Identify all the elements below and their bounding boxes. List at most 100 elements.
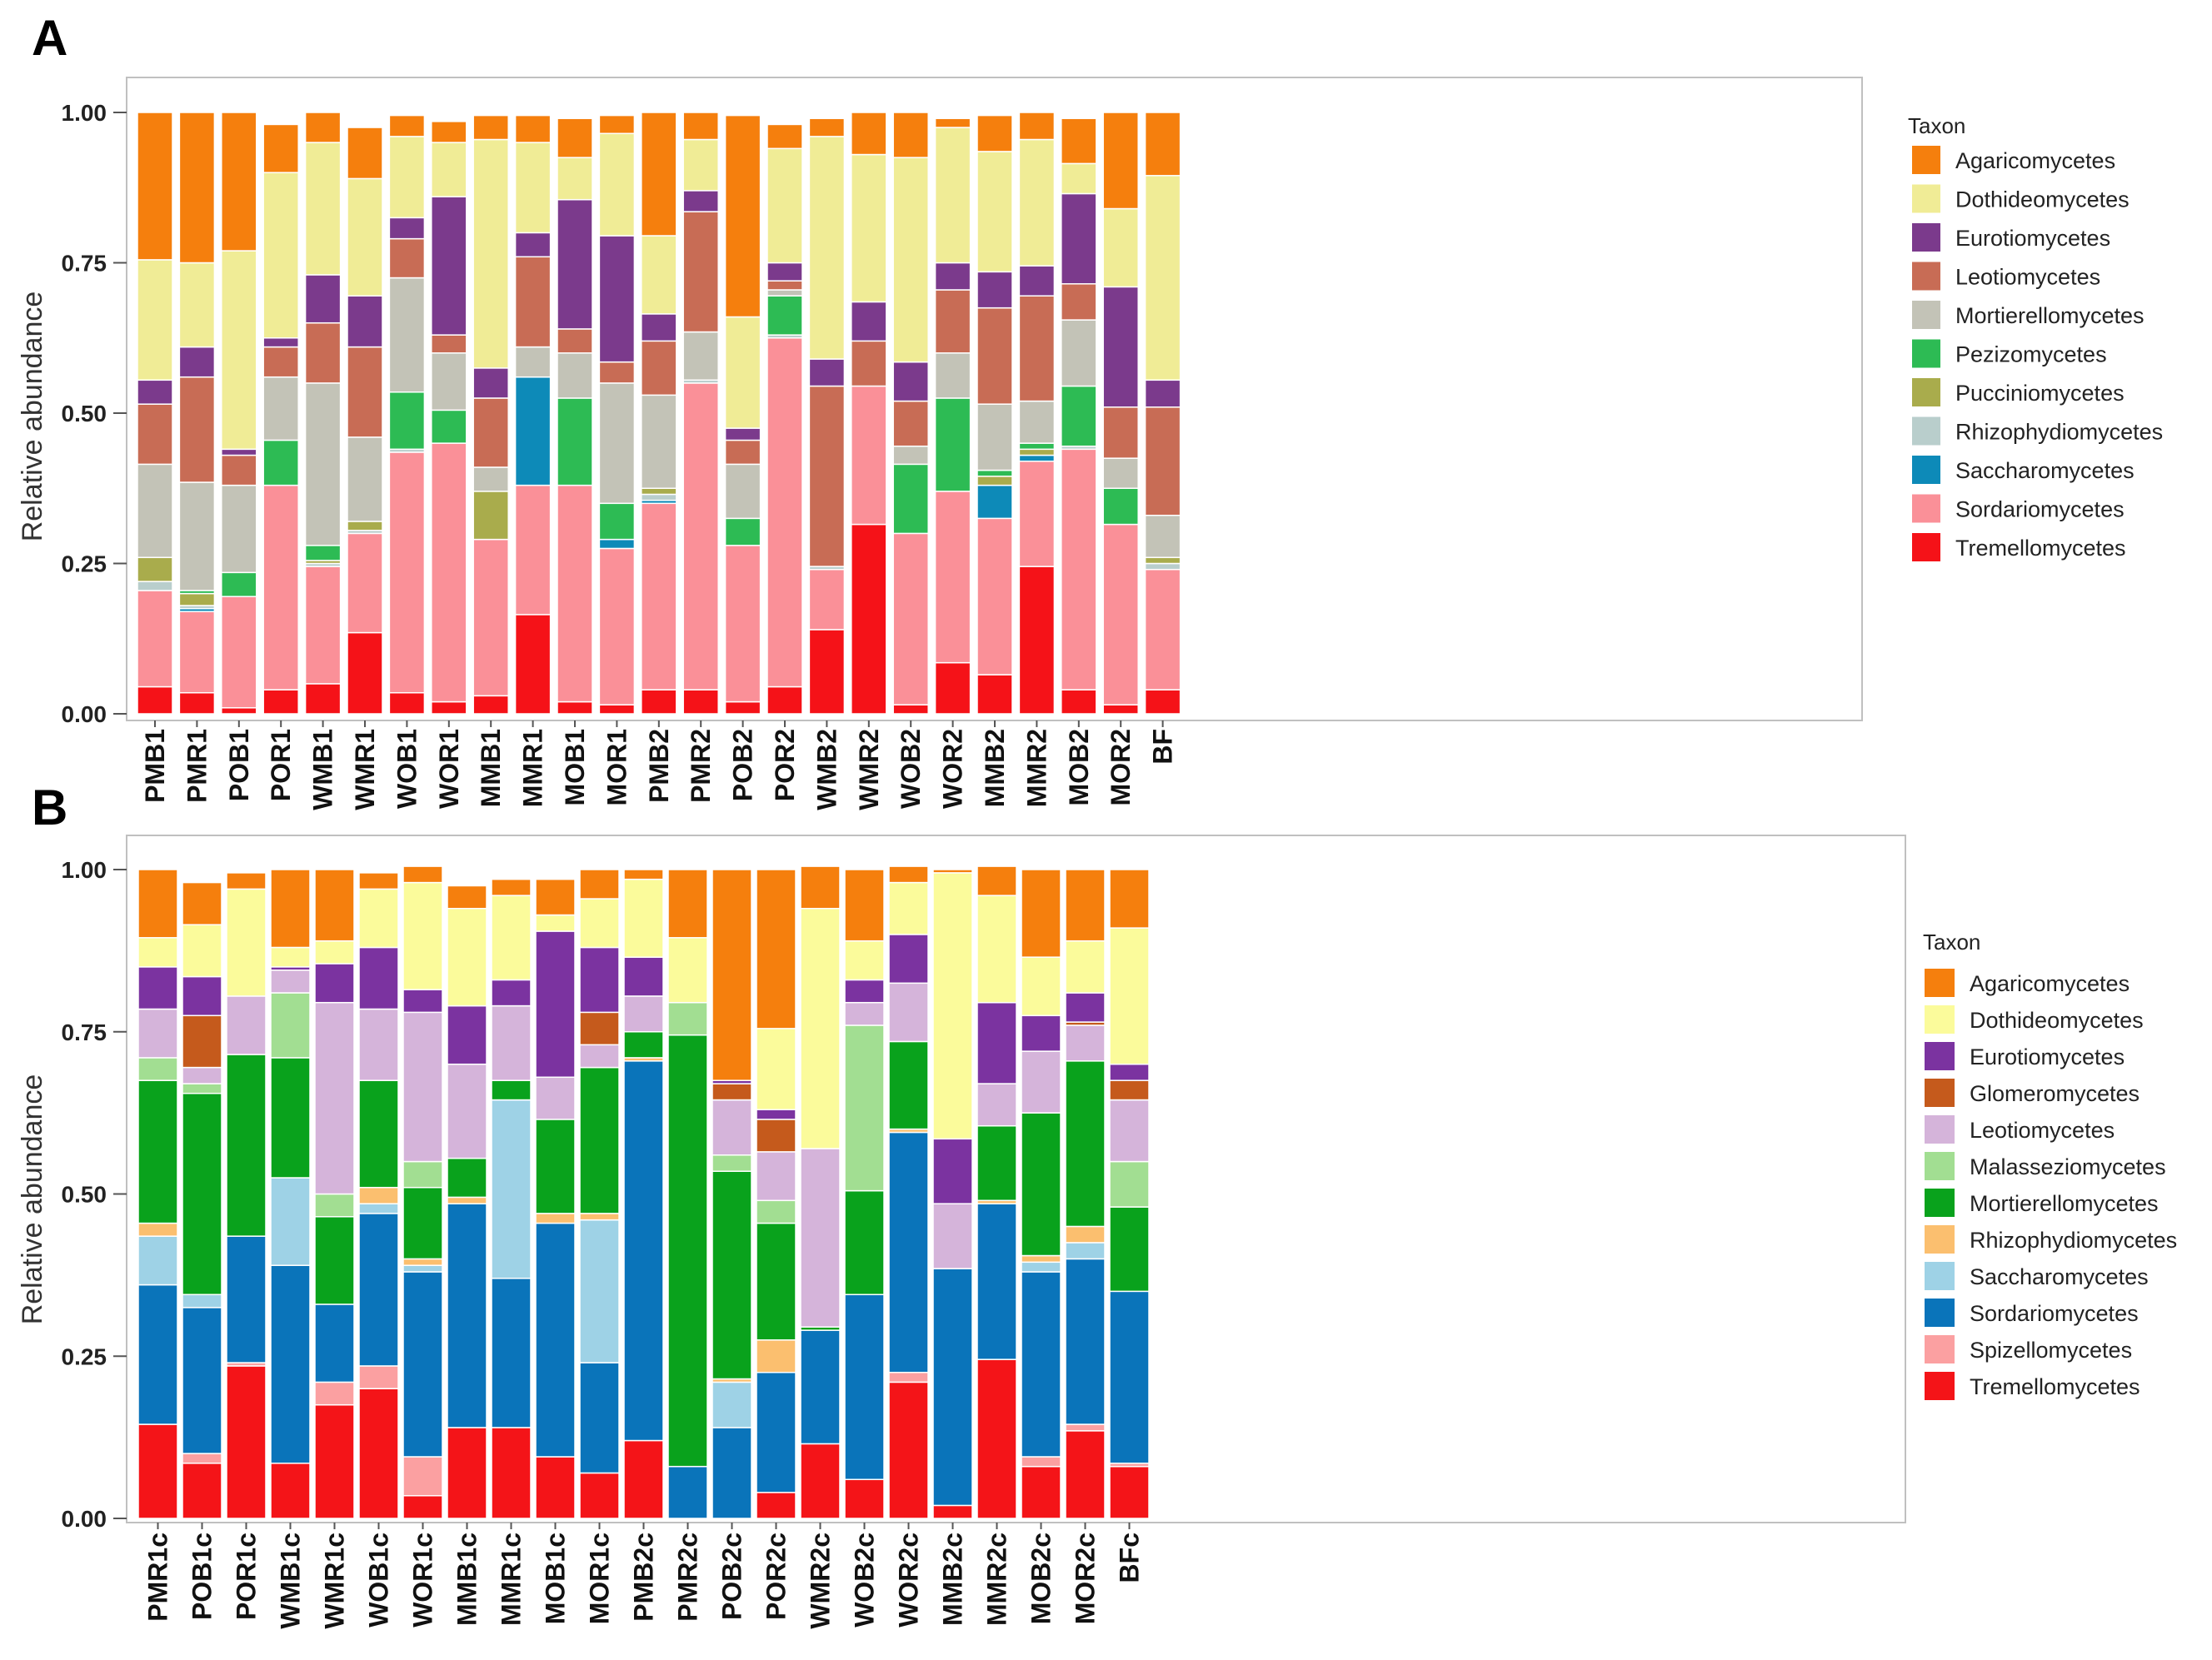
bar-segment-rhizophydiomycetes	[1144, 562, 1181, 571]
bar-segment-dothideomycetes	[766, 147, 803, 264]
bar-segment-mortierellomycetes	[491, 1079, 532, 1101]
legend-swatch	[1925, 1152, 1955, 1180]
bar-segment-agaricomycetes	[137, 112, 173, 261]
bar-segment-tremellomycetes	[623, 1439, 664, 1519]
bar-segment-dothideomycetes	[431, 142, 467, 197]
bar-segment-eurotiomycetes	[724, 427, 761, 441]
bar-segment-sordariomycetes	[851, 385, 887, 526]
legend-swatch	[1925, 1262, 1955, 1290]
bar-segment-leotiomycetes	[976, 1083, 1017, 1127]
bar-por2c	[756, 869, 796, 1519]
bar-segment-dothideomycetes	[535, 914, 576, 932]
panel-b-letter: B	[32, 780, 67, 835]
bar-segment-dothideomycetes	[221, 250, 257, 451]
bar-mmb2	[976, 114, 1013, 715]
y-tick-label: 0.25	[62, 1343, 107, 1369]
bar-segment-leotiomycetes	[682, 211, 719, 333]
bar-segment-leotiomycetes	[1061, 283, 1097, 321]
bar-segment-saccharomycetes	[358, 1203, 399, 1214]
x-tick-label: POR2c	[761, 1533, 791, 1620]
bar-segment-agaricomycetes	[1018, 112, 1056, 141]
bar-segment-eurotiomycetes	[932, 1138, 973, 1204]
panel-a-y-ticks: 0.00 0.25 0.50 0.75 1.00	[62, 100, 127, 727]
bar-segment-sordariomycetes	[491, 1278, 532, 1428]
bar-segment-sordariomycetes	[579, 1362, 620, 1474]
bar-segment-eurotiomycetes	[766, 262, 803, 282]
bar-segment-mortierellomycetes	[892, 445, 929, 466]
x-tick-label: PMB2	[644, 729, 674, 803]
bar-segment-eurotiomycetes	[808, 358, 846, 387]
bar-segment-leotiomycetes	[491, 1004, 532, 1081]
bar-segment-eurotiomycetes	[1109, 1063, 1150, 1081]
bar-segment-sordariomycetes	[472, 538, 509, 697]
x-tick-label: MOR1c	[585, 1533, 615, 1624]
x-tick-label: WMB1	[308, 729, 338, 810]
panel-b-y-axis-label: Relative abundance	[17, 1074, 48, 1325]
x-tick-label: MOB1c	[541, 1533, 571, 1624]
bar-segment-tremellomycetes	[304, 683, 342, 715]
bar-segment-tremellomycetes	[137, 1423, 178, 1519]
bar-segment-malasseziomycetes	[137, 1057, 178, 1081]
y-tick-label: 0.50	[62, 401, 107, 426]
bar-segment-sordariomycetes	[1065, 1258, 1106, 1425]
bar-segment-mortierellomycetes	[976, 1124, 1017, 1202]
bar-segment-sordariomycetes	[756, 1371, 796, 1493]
bar-segment-sordariomycetes	[1102, 523, 1139, 705]
x-tick-label: PMB1	[140, 729, 170, 803]
x-tick-label: WOR1	[434, 729, 464, 809]
x-tick-label: MMR1c	[497, 1533, 527, 1626]
x-tick-label: MMR2c	[982, 1533, 1012, 1626]
bar-wob1c	[358, 872, 399, 1519]
bar-segment-rhizophydiomycetes	[641, 493, 677, 501]
bar-segment-agaricomycetes	[756, 869, 796, 1029]
bar-segment-pezizomycetes	[724, 517, 761, 546]
bar-segment-tremellomycetes	[472, 695, 509, 715]
bar-pob1c	[182, 881, 222, 1519]
bar-segment-eurotiomycetes	[182, 975, 222, 1017]
bar-segment-dothideomycetes	[851, 153, 887, 303]
bar-segment-saccharomycetes	[137, 1235, 178, 1286]
legend-entry-dothideomycetes: Dothideomycetes	[1912, 184, 2130, 213]
bar-mob2	[1061, 117, 1097, 715]
legend-swatch	[1925, 1225, 1955, 1254]
x-tick-label: WMB1c	[276, 1533, 306, 1629]
legend-label: Tremellomycetes	[1970, 1374, 2140, 1399]
bar-segment-mortierellomycetes	[844, 1189, 885, 1295]
bar-wor1	[431, 121, 467, 715]
bar-segment-pezizomycetes	[1061, 385, 1097, 447]
legend-swatch	[1912, 378, 1940, 406]
bar-bf	[1144, 112, 1181, 715]
x-tick-label: MMR2	[1021, 729, 1051, 807]
bar-pmb2	[641, 112, 677, 715]
bar-segment-dothideomycetes	[1102, 207, 1139, 288]
bar-segment-saccharomycetes	[598, 538, 636, 550]
bar-segment-spizellomycetes	[888, 1371, 929, 1383]
legend-label: Saccharomycetes	[1970, 1264, 2149, 1289]
bar-segment-malasseziomycetes	[844, 1024, 885, 1192]
legend-entry-leotiomycetes: Leotiomycetes	[1912, 262, 2100, 291]
bar-pmr1c	[137, 869, 178, 1519]
bar-segment-leotiomycetes	[358, 1008, 399, 1081]
bar-segment-leotiomycetes	[221, 454, 257, 486]
legend-swatch	[1925, 1042, 1955, 1070]
legend-swatch	[1912, 339, 1940, 368]
bar-segment-agaricomycetes	[262, 123, 299, 173]
bar-segment-dothideomycetes	[358, 888, 399, 949]
bar-segment-sordariomycetes	[557, 484, 593, 703]
bar-segment-eurotiomycetes	[888, 934, 929, 985]
x-tick-label: WOB2	[896, 729, 926, 809]
legend-swatch	[1925, 1189, 1955, 1217]
bar-segment-mortierellomycetes	[623, 1031, 664, 1059]
x-tick-label: WMR1	[350, 729, 380, 810]
bar-segment-sordariomycetes	[623, 1060, 664, 1442]
bar-segment-eurotiomycetes	[402, 989, 443, 1014]
bar-segment-dothideomycetes	[976, 895, 1017, 1004]
legend-entry-agaricomycetes: Agaricomycetes	[1912, 146, 2115, 174]
bar-segment-mortierellomycetes	[447, 1157, 487, 1199]
bar-segment-sordariomycetes	[447, 1203, 487, 1428]
bar-segment-malasseziomycetes	[712, 1154, 752, 1172]
bar-segment-pezizomycetes	[221, 571, 257, 597]
bar-segment-sordariomycetes	[226, 1235, 267, 1363]
x-tick-label: WOB2c	[850, 1533, 880, 1628]
bar-segment-sordariomycetes	[667, 1465, 708, 1519]
